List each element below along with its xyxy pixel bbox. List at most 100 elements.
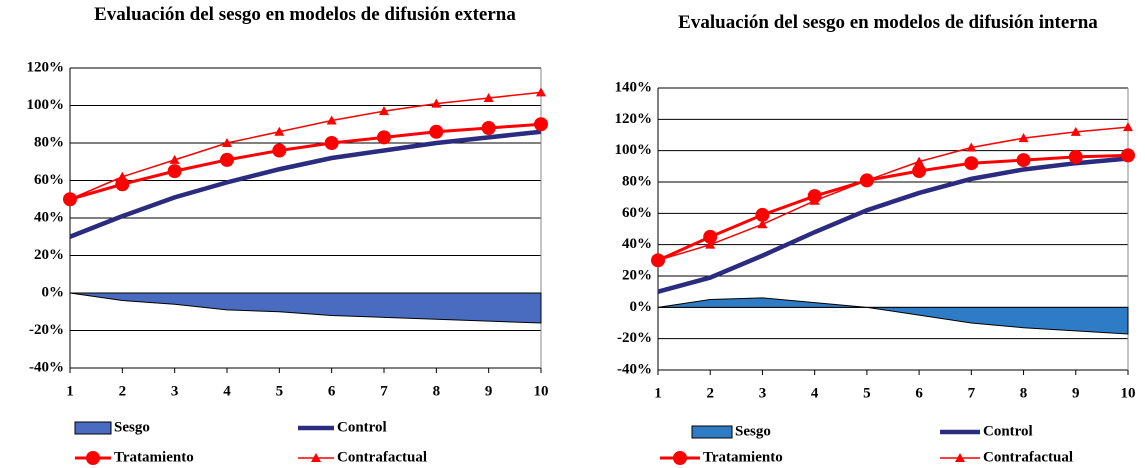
- x-tick-label: 3: [171, 383, 179, 399]
- legend-label: Contrafactual: [983, 449, 1073, 465]
- marker: [431, 98, 442, 108]
- marker: [703, 229, 718, 244]
- marker: [912, 164, 927, 179]
- y-tick-label: 0%: [42, 284, 65, 300]
- marker: [167, 164, 182, 179]
- legend-label: Control: [337, 419, 387, 435]
- legend-label: Tratamiento: [114, 449, 194, 465]
- y-tick-label: 20%: [622, 267, 652, 283]
- x-tick-label: 4: [223, 383, 231, 399]
- marker: [379, 106, 389, 116]
- marker: [1068, 149, 1083, 164]
- line: [69, 122, 542, 201]
- legend-marker: [673, 451, 687, 465]
- marker: [220, 152, 234, 167]
- marker: [914, 156, 925, 166]
- marker: [653, 255, 663, 265]
- y-tick-label: 60%: [34, 172, 64, 188]
- y-tick-label: 100%: [615, 142, 653, 158]
- y-tick-label: 0%: [630, 299, 653, 315]
- y-tick-label: 140%: [615, 79, 653, 95]
- y-tick-label: -20%: [29, 322, 64, 338]
- y-tick-label: 60%: [622, 205, 652, 221]
- y-tick-label: -40%: [617, 361, 652, 377]
- legend-label: Tratamiento: [703, 449, 783, 465]
- marker: [483, 93, 494, 102]
- x-tick-label: 5: [863, 385, 871, 401]
- line: [69, 91, 542, 200]
- marker: [966, 142, 977, 152]
- x-tick-label: 7: [380, 383, 388, 399]
- x-tick-label: 7: [968, 385, 976, 401]
- x-tick-label: 6: [328, 383, 336, 399]
- y-tick-label: 40%: [622, 236, 652, 252]
- y-tick-label: 80%: [622, 173, 652, 189]
- marker: [1018, 133, 1029, 143]
- marker: [809, 195, 820, 205]
- y-tick-label: -40%: [29, 359, 64, 375]
- y-tick-label: 40%: [34, 209, 64, 225]
- marker: [536, 87, 546, 97]
- y-tick-label: 80%: [34, 134, 64, 150]
- y-tick-label: 20%: [34, 247, 64, 263]
- y-tick-label: -20%: [617, 330, 652, 346]
- y-tick-label: 120%: [27, 59, 65, 75]
- marker: [534, 117, 548, 132]
- marker: [272, 143, 287, 158]
- legend-swatch: [691, 425, 733, 439]
- line: [69, 129, 542, 239]
- x-tick-label: 5: [276, 383, 284, 399]
- line: [657, 156, 1129, 294]
- area: [657, 297, 1129, 335]
- x-tick-label: 8: [433, 383, 441, 399]
- marker: [429, 124, 444, 139]
- x-tick-label: 9: [485, 383, 493, 399]
- x-tick-label: 2: [706, 385, 714, 401]
- x-tick-label: 10: [534, 383, 549, 399]
- marker: [169, 154, 180, 164]
- line: [657, 126, 1129, 262]
- legend-marker: [86, 451, 100, 465]
- y-tick-label: 100%: [27, 97, 65, 113]
- marker: [1070, 126, 1081, 136]
- legend-label: Sesgo: [735, 423, 771, 439]
- line: [657, 153, 1129, 262]
- marker: [117, 171, 128, 181]
- marker: [274, 126, 285, 136]
- marker: [755, 207, 770, 222]
- x-tick-label: 1: [654, 385, 662, 401]
- x-tick-label: 3: [759, 385, 767, 401]
- marker: [1123, 122, 1133, 132]
- marker: [705, 239, 716, 249]
- x-tick-label: 4: [811, 385, 819, 401]
- x-tick-label: 8: [1020, 385, 1028, 401]
- x-tick-label: 10: [1121, 385, 1136, 401]
- marker: [222, 138, 232, 147]
- marker: [1016, 153, 1031, 168]
- x-tick-label: 1: [66, 383, 74, 399]
- x-tick-label: 6: [915, 385, 923, 401]
- marker: [1121, 148, 1135, 163]
- marker: [757, 219, 768, 229]
- x-tick-label: 2: [119, 383, 127, 399]
- marker: [324, 136, 339, 150]
- chart-title: Evaluación del sesgo en modelos de difus…: [94, 4, 516, 25]
- legend-swatch: [74, 421, 112, 435]
- marker: [481, 121, 496, 135]
- legend-marker: [955, 453, 965, 462]
- area: [69, 292, 542, 324]
- x-tick-label: 9: [1072, 385, 1080, 401]
- chart-title: Evaluación del sesgo en modelos de difus…: [678, 12, 1098, 33]
- y-tick-label: 120%: [615, 111, 653, 127]
- legend-label: Control: [983, 423, 1033, 439]
- legend-label: Sesgo: [114, 419, 150, 435]
- legend-label: Contrafactual: [337, 449, 427, 465]
- marker: [964, 156, 979, 171]
- marker: [326, 115, 337, 125]
- marker: [377, 130, 391, 145]
- marker: [861, 175, 872, 185]
- marker: [65, 194, 75, 204]
- legend-marker: [311, 453, 321, 462]
